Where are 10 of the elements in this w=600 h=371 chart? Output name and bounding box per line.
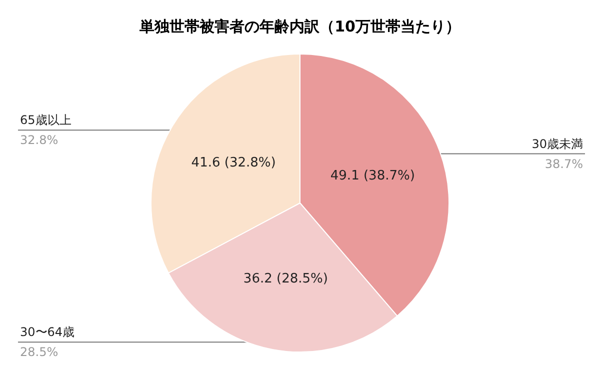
text: 38.7%: [544, 156, 583, 171]
data-label: 36.2 (28.5%): [243, 272, 328, 287]
slice-label: 65歳以上: [20, 113, 72, 128]
slice-label: 30歳未満: [532, 136, 583, 151]
chart-title: 単独世帯被害者の年齢内訳（10万世帯当たり）: [138, 18, 460, 36]
data-label: 49.1 (38.7%): [330, 168, 415, 184]
text: 28.5%: [20, 345, 58, 360]
data-label: 41.6 (32.8%): [191, 156, 276, 171]
text: 32.8%: [20, 133, 58, 148]
slice-label: 30〜64歳: [20, 325, 75, 340]
